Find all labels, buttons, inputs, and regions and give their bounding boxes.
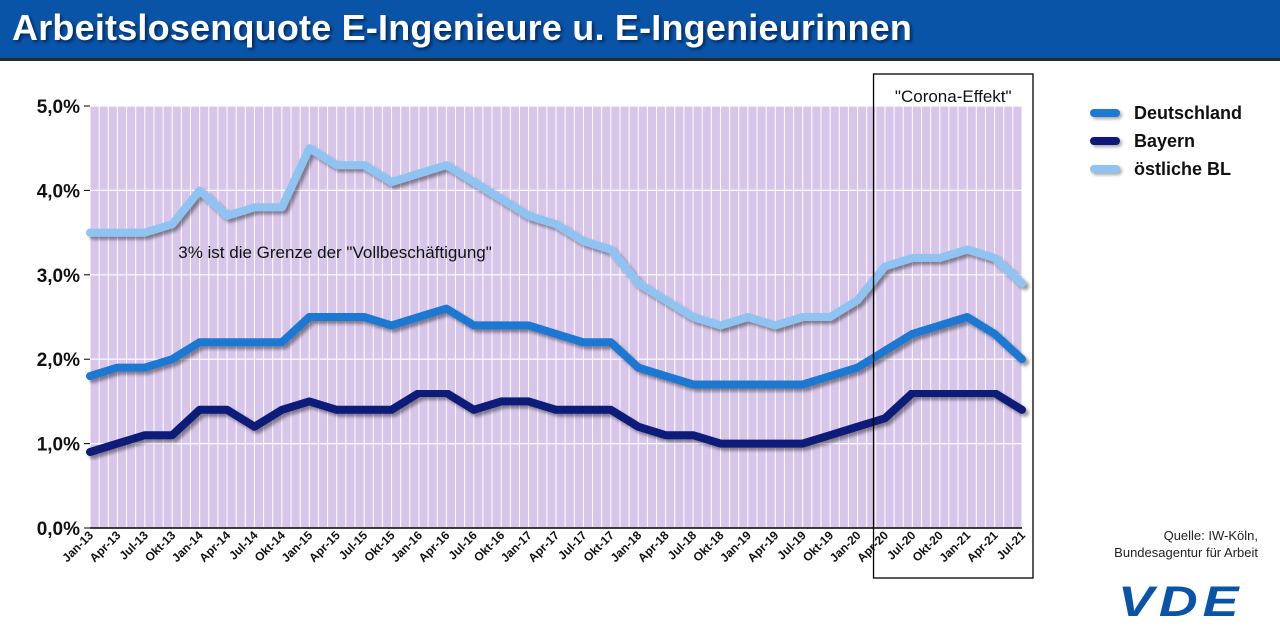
x-tick-label: Apr-19 <box>745 528 782 565</box>
x-tick-label: Jul-21 <box>994 528 1029 563</box>
legend-label-deutschland: Deutschland <box>1134 103 1243 123</box>
annotation-corona-effekt: "Corona-Effekt" <box>895 87 1012 106</box>
legend-swatch-bayern <box>1090 137 1120 145</box>
title-divider <box>0 58 1280 61</box>
x-tick-label: Apr-16 <box>416 528 453 565</box>
x-tick-label: Apr-20 <box>854 528 891 565</box>
series-line-bayern <box>86 389 1026 456</box>
x-tick-label: Apr-14 <box>196 528 233 565</box>
data-series <box>86 144 1026 456</box>
x-tick-label: Apr-21 <box>964 528 1001 565</box>
y-tick-label: 5,0% <box>37 97 80 118</box>
y-tick-label: 4,0% <box>37 181 80 202</box>
legend-label-bayern: Bayern <box>1134 131 1196 151</box>
chart-title: Arbeitslosenquote E-Ingenieure u. E-Inge… <box>12 7 913 48</box>
y-tick-label: 3,0% <box>37 266 80 287</box>
y-tick-label: 1,0% <box>37 435 80 456</box>
series-line-oestliche-bl <box>86 144 1026 330</box>
y-tick-label: 0,0% <box>37 519 80 540</box>
y-tick-label: 2,0% <box>37 350 80 371</box>
legend-label-oestliche-bl: östliche BL <box>1134 159 1232 179</box>
source-note: Quelle: IW-Köln, Bundesagentur für Arbei… <box>1114 527 1258 561</box>
x-tick-label: Apr-15 <box>306 528 343 565</box>
series-line-deutschland <box>86 304 1026 389</box>
source-line-1: Quelle: IW-Köln, <box>1163 528 1258 543</box>
x-tick-label: Apr-18 <box>635 528 672 565</box>
legend-swatch-oestliche-bl <box>1090 165 1120 173</box>
x-axis-ticks: Jan-13Apr-13Jul-13Okt-13Jan-14Apr-14Jul-… <box>59 528 1028 565</box>
x-tick-label: Apr-13 <box>87 528 124 565</box>
vde-logo: VDE <box>1118 578 1244 626</box>
corona-effect-box <box>872 73 1034 579</box>
source-line-2: Bundesagentur für Arbeit <box>1114 545 1258 560</box>
legend-swatch-deutschland <box>1090 109 1120 117</box>
x-tick-label: Apr-17 <box>525 528 562 565</box>
title-bar: Arbeitslosenquote E-Ingenieure u. E-Inge… <box>0 0 1280 58</box>
y-axis-ticks: 0,0% 1,0% 2,0% 3,0% 4,0% 5,0% <box>37 97 90 540</box>
annotation-vollbeschaeftigung: 3% ist die Grenze der "Vollbeschäftigung… <box>178 243 492 262</box>
